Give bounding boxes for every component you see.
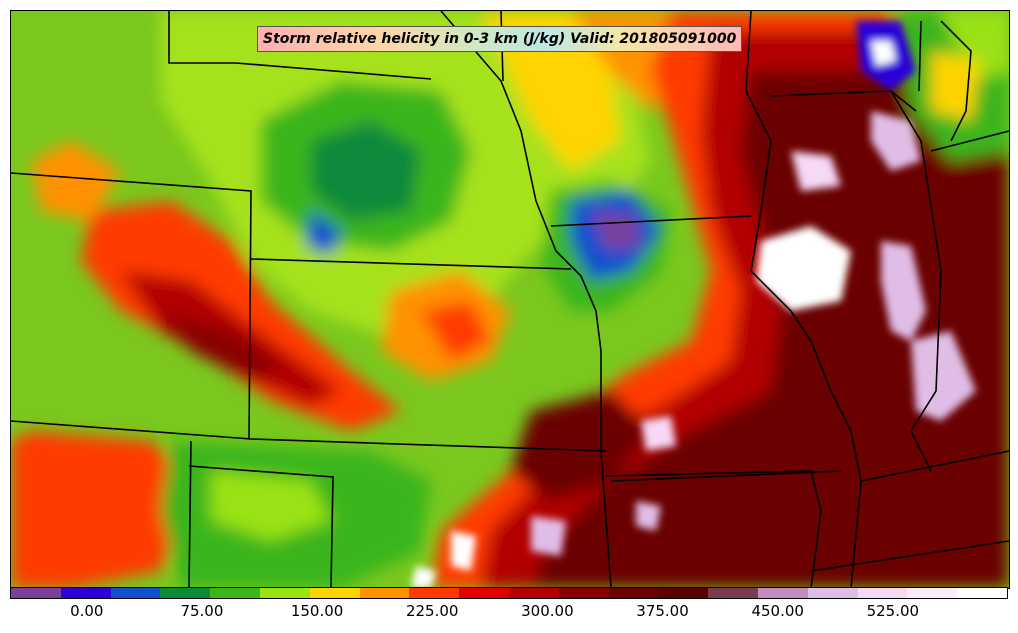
colorbar-tick-label: 450.00 [751,602,804,620]
colorbar-tick-label: 150.00 [290,602,344,620]
colorbar-segment [708,588,758,598]
colorbar-segment [210,588,260,598]
map-title: Storm relative helicity in 0-3 km (J/kg)… [263,31,737,47]
colorbar-segment [508,588,559,598]
colorbar-segment [907,588,958,598]
state-boundaries [11,11,1009,588]
colorbar-segment [757,588,808,598]
colorbar-segment [658,588,709,598]
map-panel: Storm relative helicity in 0-3 km (J/kg)… [10,10,1010,589]
colorbar-segment [459,588,509,598]
colorbar-segment [359,588,410,598]
colorbar-segment [608,588,659,598]
map-title-box: Storm relative helicity in 0-3 km (J/kg)… [257,26,743,52]
colorbar-tick-labels: 0.00 75.00 150.00 225.00 300.00 375.00 450.00 5… [10,602,1008,626]
helicity-map [11,11,1009,588]
colorbar-tick-label: 525.00 [866,602,920,620]
colorbar-segment [160,588,211,598]
colorbar-segment [309,588,360,598]
colorbar-segment [807,588,858,598]
colorbar-tick-label: 375.00 [636,602,689,620]
colorbar-tick-label: 0.00 [70,602,104,620]
colorbar-segment [409,588,460,598]
colorbar [10,587,1008,599]
colorbar-segment [110,588,161,598]
colorbar-segment [857,588,908,598]
colorbar-segment [957,588,1007,598]
colorbar-tick-label: 75.00 [180,602,224,620]
colorbar-tick-label: 225.00 [405,602,459,620]
colorbar-segment [259,588,310,598]
colorbar-segment [60,588,111,598]
colorbar-tick-label: 300.00 [521,602,574,620]
colorbar-segment [11,588,61,598]
colorbar-segment [558,588,609,598]
